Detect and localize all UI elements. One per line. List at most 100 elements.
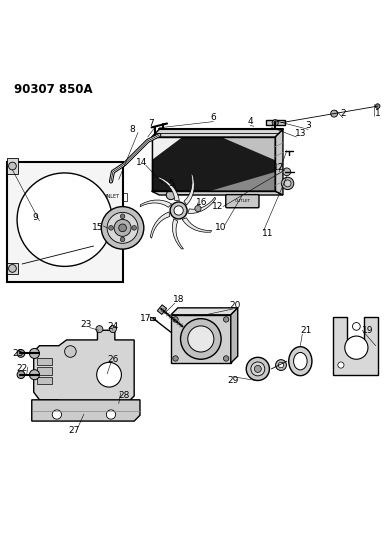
Text: 6: 6 [211,113,216,122]
Polygon shape [182,218,212,232]
Polygon shape [158,177,179,201]
Text: 10: 10 [215,223,227,232]
Circle shape [338,362,344,368]
Circle shape [106,180,116,190]
Circle shape [188,326,214,352]
FancyBboxPatch shape [226,195,259,208]
Text: 21: 21 [300,326,312,335]
Circle shape [246,357,269,381]
FancyBboxPatch shape [37,367,52,375]
Circle shape [284,180,291,187]
Text: 23: 23 [80,320,92,329]
Circle shape [254,366,261,373]
Text: 20: 20 [229,301,240,310]
Circle shape [120,237,125,242]
Polygon shape [333,317,377,375]
Polygon shape [275,130,283,195]
Circle shape [331,110,338,117]
Circle shape [9,264,16,272]
Circle shape [17,350,25,357]
Circle shape [223,317,229,322]
Circle shape [96,326,103,333]
Polygon shape [7,263,18,274]
Circle shape [283,168,291,176]
Polygon shape [34,330,134,403]
Polygon shape [140,200,172,207]
Text: 11: 11 [262,229,273,238]
Text: 5: 5 [168,179,174,188]
Circle shape [107,212,138,243]
Text: 2: 2 [340,109,346,118]
Polygon shape [152,137,182,160]
Circle shape [106,410,116,419]
Polygon shape [151,317,155,320]
Polygon shape [184,174,194,205]
Circle shape [375,104,380,108]
Circle shape [278,362,284,368]
Text: 12: 12 [212,202,223,211]
Text: 28: 28 [119,391,130,400]
Circle shape [102,177,120,194]
Polygon shape [152,130,283,137]
Text: 8: 8 [129,125,135,134]
Text: 22: 22 [16,365,28,374]
Circle shape [29,370,40,379]
Text: 17: 17 [140,314,152,323]
Circle shape [173,356,178,361]
FancyBboxPatch shape [37,377,52,384]
Text: 4: 4 [247,117,253,126]
Text: 24: 24 [107,322,118,331]
Polygon shape [7,162,123,282]
Circle shape [9,162,16,170]
Polygon shape [150,212,170,238]
Polygon shape [152,137,275,191]
Text: 90307 850A: 90307 850A [15,83,93,96]
FancyBboxPatch shape [37,358,52,365]
Circle shape [223,356,229,361]
Circle shape [181,319,221,359]
Circle shape [345,336,368,359]
Polygon shape [171,315,231,363]
Text: OUTLET: OUTLET [234,199,250,203]
Text: 1: 1 [375,109,381,118]
Circle shape [114,220,131,236]
Circle shape [251,362,265,376]
Text: 12: 12 [273,164,285,173]
Polygon shape [172,219,183,249]
Circle shape [109,225,113,230]
Circle shape [173,317,178,322]
Circle shape [272,119,278,126]
Polygon shape [221,137,275,160]
Ellipse shape [294,352,307,370]
Polygon shape [210,172,275,191]
Text: 26: 26 [107,355,119,364]
Ellipse shape [289,346,312,376]
Polygon shape [157,305,167,314]
Polygon shape [171,308,238,315]
Text: 18: 18 [173,295,184,304]
Circle shape [276,360,287,370]
Circle shape [170,202,187,219]
Text: 7: 7 [149,119,154,128]
Text: INLET: INLET [106,195,120,199]
Circle shape [109,326,116,333]
Text: 13: 13 [295,128,306,138]
Text: 3: 3 [305,121,311,130]
Text: 14: 14 [136,158,147,167]
Polygon shape [188,197,216,213]
Circle shape [97,362,122,387]
Text: 25: 25 [13,349,24,358]
Polygon shape [32,400,140,421]
Circle shape [52,410,62,419]
Circle shape [166,190,176,200]
Text: 16: 16 [196,198,207,207]
Circle shape [132,225,136,230]
Text: 9: 9 [33,213,38,222]
Circle shape [101,207,144,249]
Text: 27: 27 [69,426,80,435]
Text: 29: 29 [227,376,238,385]
Text: 19: 19 [362,326,374,335]
Circle shape [120,214,125,219]
Polygon shape [152,191,283,195]
Circle shape [281,177,294,190]
